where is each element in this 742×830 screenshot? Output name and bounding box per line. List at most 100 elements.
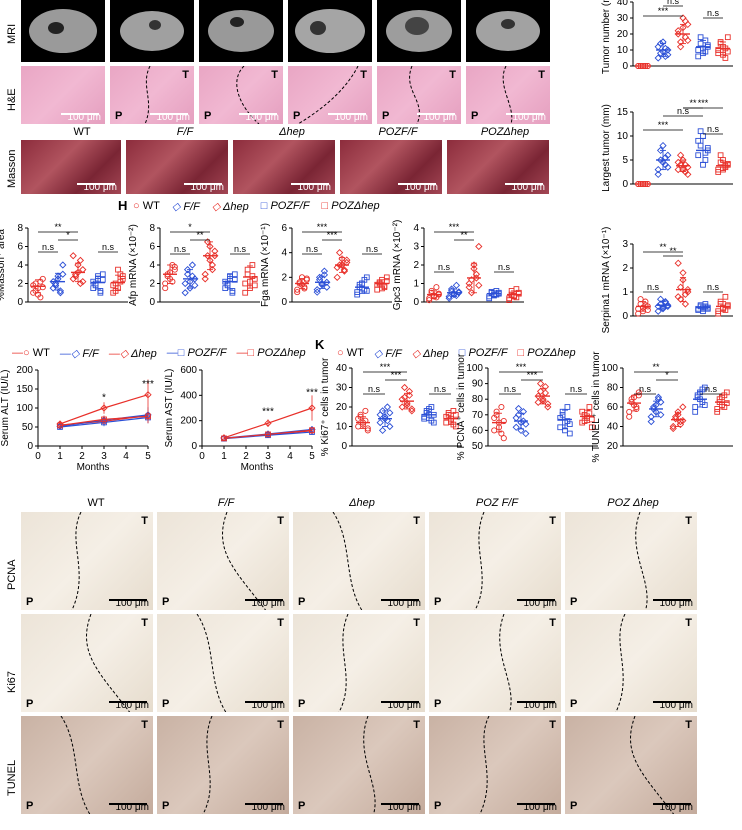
- peri-label: P: [162, 800, 170, 812]
- tumor-label: T: [685, 617, 692, 629]
- data-point: [221, 435, 227, 442]
- sig-label: **: [669, 246, 677, 256]
- data-point: [695, 137, 702, 144]
- data-point: [704, 42, 711, 49]
- data-point: [475, 242, 483, 251]
- data-point: [39, 284, 46, 291]
- masson-image: 100 μm: [21, 140, 121, 194]
- data-point: [376, 411, 384, 419]
- legend-item: —□ POZF/F: [166, 347, 227, 359]
- tumor-label: T: [685, 515, 692, 527]
- data-point: [626, 408, 633, 415]
- row-label-ki67: Ki67: [6, 670, 18, 693]
- legend-item: —□ POZΔhep: [236, 347, 306, 359]
- data-point: [557, 415, 564, 421]
- masson-col-title: Δhep: [279, 126, 305, 138]
- ihc-image: T P 100 μm: [293, 614, 425, 712]
- data-point: [49, 284, 57, 292]
- data-point: [265, 431, 271, 438]
- data-point: [692, 409, 699, 415]
- data-point: [724, 302, 731, 309]
- peri-label: P: [298, 800, 306, 812]
- y-tick-label: 50: [472, 441, 484, 452]
- ihc-image: T P 100 μm: [157, 614, 289, 712]
- y-tick-label: 15: [617, 107, 629, 118]
- data-point: [498, 403, 505, 411]
- sig-label: n.s: [498, 262, 511, 272]
- y-tick-label: 4: [413, 223, 419, 234]
- x-tick-label: 2: [243, 451, 249, 462]
- y-tick-label: 100: [601, 363, 618, 374]
- data-point: [715, 50, 722, 57]
- sig-label: ***: [317, 222, 328, 232]
- row-label-tunel: TUNEL: [6, 759, 18, 796]
- sig-label: n.s: [366, 244, 379, 254]
- peri-label: P: [26, 800, 34, 812]
- data-point: [242, 289, 249, 296]
- data-point: [309, 427, 315, 434]
- data-point: [264, 419, 272, 427]
- peri-label: P: [298, 698, 306, 710]
- data-point: [724, 48, 731, 55]
- tumor-label: T: [413, 719, 420, 731]
- legend-item: □ POZF/F: [260, 200, 310, 212]
- y-tick-label: 10: [617, 131, 629, 142]
- sig-label: n.s: [647, 282, 660, 292]
- data-point: [676, 151, 685, 159]
- x-tick-label: 5: [145, 451, 151, 462]
- data-point: [656, 146, 665, 155]
- data-point: [695, 152, 702, 159]
- data-point: [679, 403, 687, 411]
- y-tick-label: 400: [180, 390, 197, 401]
- peri-label: P: [162, 698, 170, 710]
- data-point: [452, 411, 459, 418]
- data-point: [201, 270, 209, 278]
- scale-bar-label: 100 μm: [387, 598, 421, 609]
- data-point: [435, 290, 442, 297]
- y-tick-label: 8: [17, 223, 23, 234]
- y-tick-label: 2: [622, 263, 628, 274]
- data-point: [566, 430, 573, 437]
- ihc-image: T P 100 μm: [21, 614, 153, 712]
- y-tick-label: 80: [607, 383, 619, 394]
- data-point: [183, 265, 192, 274]
- data-point: [697, 34, 704, 41]
- y-tick-label: 30: [336, 383, 348, 394]
- sig-label: n.s: [368, 384, 381, 394]
- masson-image: 100 μm: [233, 140, 335, 194]
- sig-label: **: [196, 230, 204, 240]
- he-image: T P 100 μm: [377, 66, 461, 124]
- sig-label: ***: [327, 230, 338, 240]
- y-axis-label: % PCNA⁺ cells in tumor: [456, 353, 467, 460]
- data-point: [626, 413, 633, 420]
- data-point: [76, 279, 85, 288]
- y-tick-label: 6: [17, 242, 23, 253]
- y-axis-label: Largest tumor (mm): [601, 104, 612, 192]
- sig-label: n.s: [639, 384, 652, 394]
- data-point: [664, 51, 672, 59]
- tumor-label: T: [413, 515, 420, 527]
- data-point: [56, 289, 65, 297]
- data-point: [455, 288, 463, 296]
- sig-label: n.s: [667, 0, 680, 6]
- sig-label: ***: [698, 98, 709, 108]
- data-point: [493, 408, 500, 415]
- peri-label: P: [26, 698, 34, 710]
- masson-col-title: WT: [73, 126, 91, 138]
- scale-bar-label: 100 μm: [523, 598, 557, 609]
- data-point: [231, 271, 238, 278]
- data-point: [700, 161, 706, 168]
- y-tick-label: 0: [17, 297, 23, 308]
- y-tick-label: 2: [17, 279, 23, 290]
- x-tick-label: 4: [123, 451, 129, 462]
- data-point: [717, 152, 724, 159]
- sig-label: n.s: [707, 282, 720, 292]
- data-point: [97, 288, 104, 294]
- y-tick-label: 0: [27, 441, 33, 452]
- tumor-label: T: [413, 617, 420, 629]
- y-tick-label: 50: [22, 422, 34, 433]
- scale-bar-label: 100 μm: [659, 700, 693, 711]
- ihc-col-title: POZ Δhep: [607, 497, 659, 509]
- he-image: 100 μm: [21, 66, 105, 124]
- y-tick-label: 200: [180, 416, 197, 427]
